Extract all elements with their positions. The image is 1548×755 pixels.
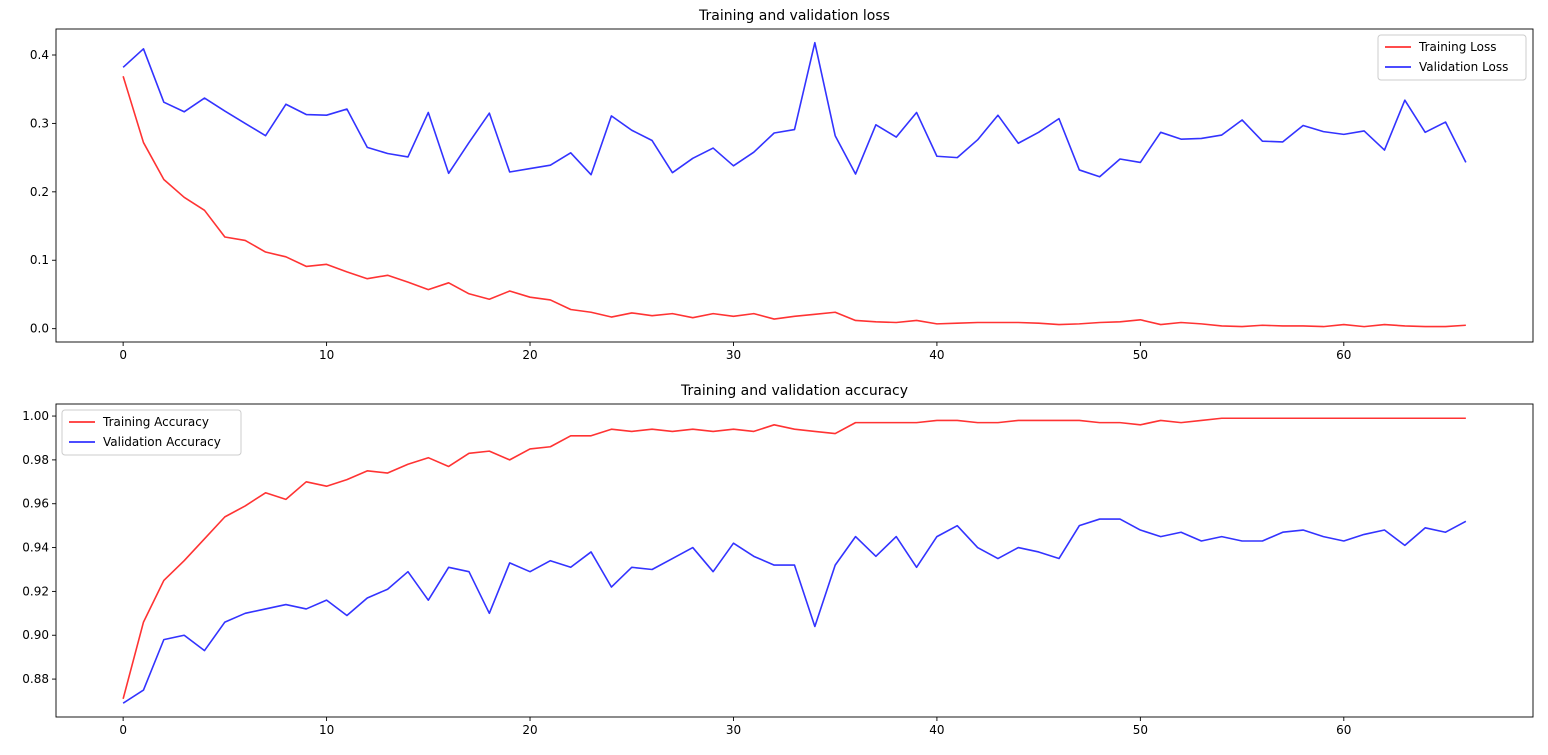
accuracy-chart: Training and validation accuracy 0 10 20 30 4… bbox=[22, 383, 1534, 737]
x-tick-label: 60 bbox=[1336, 723, 1351, 737]
legend-box bbox=[1377, 34, 1527, 81]
y-tick-label: 0.2 bbox=[30, 185, 49, 199]
y-tick-label: 0.0 bbox=[30, 322, 49, 336]
legend-label: Training Accuracy bbox=[102, 415, 209, 429]
loss-chart: Training and validation loss 0 10 20 30 40 50 6… bbox=[30, 8, 1534, 362]
x-tick-label: 40 bbox=[929, 723, 944, 737]
chart-title: Training and validation loss bbox=[698, 8, 890, 24]
x-tick-label: 0 bbox=[119, 723, 127, 737]
series-line-validation-loss bbox=[122, 41, 1467, 178]
y-tick-label: 0.98 bbox=[22, 453, 49, 467]
y-tick-label: 0.88 bbox=[22, 672, 49, 686]
x-tick-label: 20 bbox=[522, 348, 537, 362]
axes-frame bbox=[55, 28, 1534, 343]
x-tick-label: 50 bbox=[1133, 723, 1148, 737]
series-line-training-loss bbox=[122, 75, 1466, 328]
x-tick-label: 50 bbox=[1133, 348, 1148, 362]
y-tick-label: 0.4 bbox=[30, 48, 49, 62]
x-tick-label: 30 bbox=[726, 348, 741, 362]
legend-label: Training Loss bbox=[1418, 40, 1496, 54]
legend-label: Validation Accuracy bbox=[103, 435, 221, 449]
y-tick-label: 0.94 bbox=[22, 541, 49, 555]
series-line-validation-accuracy bbox=[122, 518, 1467, 704]
x-tick-label: 60 bbox=[1336, 348, 1351, 362]
x-tick-label: 10 bbox=[319, 348, 334, 362]
chart-title: Training and validation accuracy bbox=[680, 383, 908, 399]
x-tick-label: 0 bbox=[119, 348, 127, 362]
legend-box bbox=[61, 409, 242, 456]
y-tick-label: 0.90 bbox=[22, 628, 49, 642]
x-tick-label: 10 bbox=[319, 723, 334, 737]
legend: Training Accuracy Validation Accuracy bbox=[61, 409, 242, 456]
y-tick-label: 1.00 bbox=[22, 409, 49, 423]
x-tick-label: 20 bbox=[522, 723, 537, 737]
x-tick-label: 30 bbox=[726, 723, 741, 737]
y-tick-label: 0.1 bbox=[30, 253, 49, 267]
legend-label: Validation Loss bbox=[1419, 60, 1508, 74]
x-tick-label: 40 bbox=[929, 348, 944, 362]
y-tick-label: 0.92 bbox=[22, 584, 49, 598]
y-tick-label: 0.96 bbox=[22, 497, 49, 511]
axes-frame bbox=[55, 403, 1534, 718]
series-line-training-accuracy bbox=[122, 417, 1466, 700]
y-tick-label: 0.3 bbox=[30, 116, 49, 130]
legend: Training Loss Validation Loss bbox=[1377, 34, 1527, 81]
